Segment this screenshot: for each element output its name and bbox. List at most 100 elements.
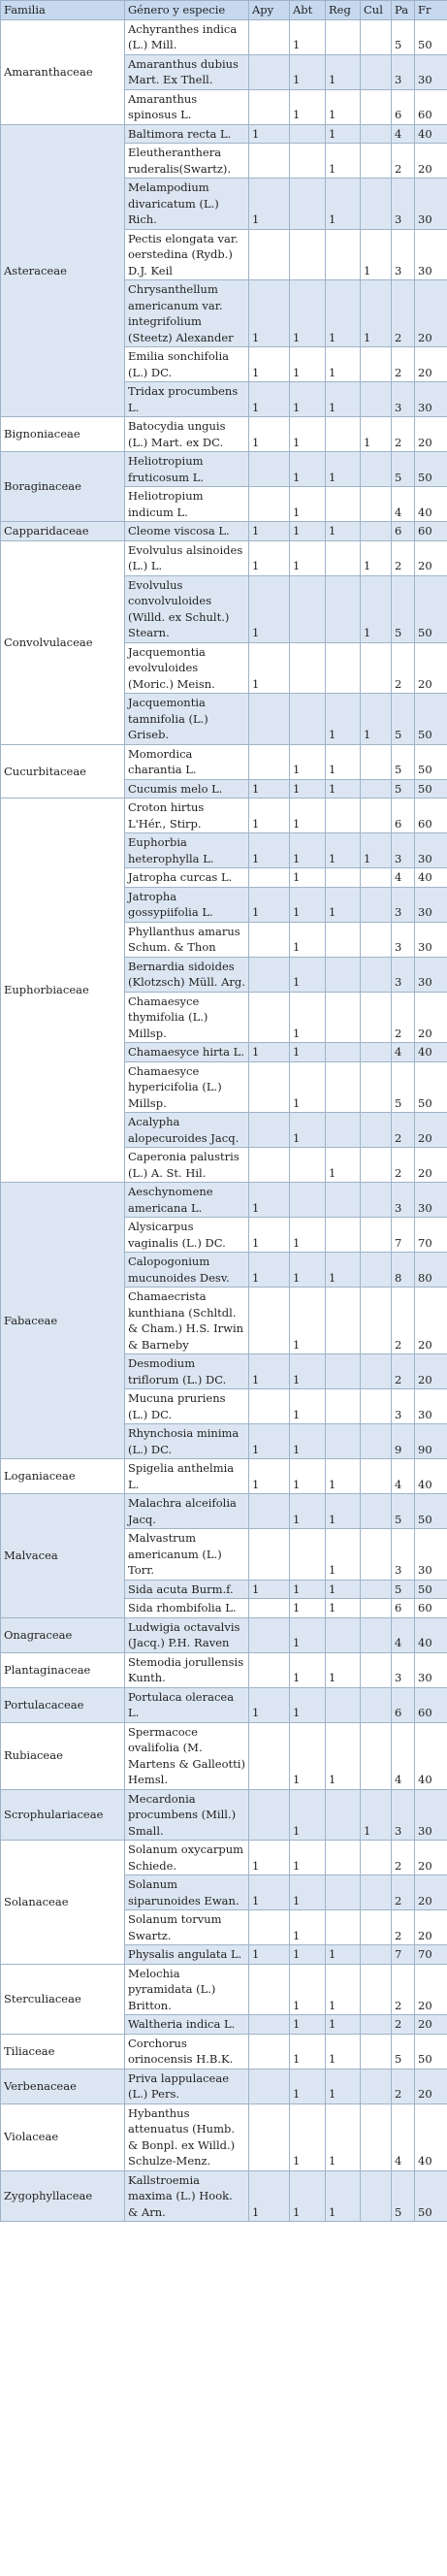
value-cell: 40 [414,1721,447,1790]
family-cell: Bignoniaceae [0,416,125,452]
empty-cell [360,886,392,923]
value-cell: 1 [289,778,326,799]
table-row: Malvacea Malachra alceifolia Jacq. 1 1 5 50 [0,1493,447,1618]
empty-cell [325,1686,361,1723]
species-cell: Spermacoce ovalifolia (M. Martens & Gall… [124,1721,249,1790]
value-cell: 1 [289,18,326,55]
value-cell: 20 [414,2014,447,2035]
value-cell: 2 [391,1909,415,1945]
value-cell: 1 [325,1598,361,1618]
table-row: Solanum torvum Swartz. 1 2 20 [1,1909,447,1945]
family-cell: Scrophulariaceae [0,1788,125,1841]
table-row: Asteraceae Baltimora recta L. 1 1 4 40 [0,123,447,417]
empty-cell [325,1060,361,1113]
value-cell: 1 [325,279,361,347]
species-cell: Calopogonium mucunoides Desv. [124,1252,249,1288]
table-row: Jatropha curcas L. 1 4 40 [1,867,447,888]
table-row: Sida acuta Burm.f. 1 1 1 5 50 [1,1579,447,1599]
empty-cell [325,1287,361,1354]
value-cell: 3 [391,1182,415,1218]
value-cell: 1 [289,1353,326,1389]
empty-cell [325,1616,361,1653]
empty-cell [360,641,392,694]
empty-cell [360,1579,392,1599]
value-cell: 1 [289,1721,326,1790]
empty-cell [248,1147,290,1183]
value-cell: 1 [248,2169,290,2222]
species-cell: Portulaca oleracea L. [124,1686,249,1723]
species-cell: Jacquemontia evolvuloides (Moric.) Meisn… [124,641,249,694]
value-cell: 5 [391,18,415,55]
family-cell: Plantaginaceae [0,1651,125,1688]
table-body: Amaranthaceae Achyranthes indica (L.) Mil… [0,18,447,2222]
empty-cell [325,1112,361,1148]
value-cell: 1 [325,451,361,487]
value-cell: 1 [325,88,361,125]
table-row: Jatropha gossypiifolia L. 1 1 1 3 30 [1,886,447,923]
table-row: Malvastrum americanum (L.) Torr. 1 3 30 [1,1528,447,1581]
value-cell: 1 [248,1579,290,1599]
empty-cell [360,2033,392,2070]
value-cell: 4 [391,2103,415,2171]
value-cell: 3 [391,178,415,230]
species-cell: Cucumis melo L. [124,778,249,799]
table-row: Acalypha alopecuroides Jacq. 1 2 20 [1,1112,447,1148]
table-row: Alysicarpus vaginalis (L.) DC. 1 1 7 70 [1,1217,447,1253]
value-cell: 1 [289,53,326,90]
value-cell: 1 [248,346,290,382]
table-row: Amaranthus dubius Mart. Ex Thell. 1 1 3 30 [1,53,447,90]
value-cell: 4 [391,486,415,522]
empty-cell [360,1353,392,1389]
empty-cell [248,1493,290,1529]
value-cell: 3 [391,956,415,993]
table-row: Amaranthus spinosus L. 1 1 6 60 [1,88,447,125]
value-cell: 1 [289,2103,326,2171]
table-row: Onagraceae Ludwigia octavalvis (Jacq.) P.… [0,1616,447,1653]
empty-cell [325,1875,361,1910]
value-cell: 1 [248,1217,290,1253]
value-cell: 5 [391,1579,415,1599]
table-row: Bernardia sidoides (Klotzsch) Müll. Arg.… [1,956,447,993]
value-cell: 30 [414,832,447,868]
value-cell: 40 [414,123,447,144]
value-cell: 1 [248,178,290,230]
value-cell: 50 [414,2169,447,2222]
empty-cell [360,1458,392,1494]
value-cell: 1 [248,539,290,576]
value-cell: 1 [325,1944,361,1965]
value-cell: 1 [289,279,326,347]
value-cell: 1 [325,693,361,745]
value-cell: 1 [289,88,326,125]
value-cell: 50 [414,1579,447,1599]
value-cell: 1 [325,1458,361,1494]
empty-cell [325,1840,361,1875]
table-row: Capparidaceae Cleome viscosa L. 1 1 1 6 60 [0,521,447,541]
value-cell: 1 [289,1944,326,1965]
value-cell: 3 [391,1788,415,1841]
family-cell: Zygophyllaceae [0,2169,125,2222]
value-cell: 1 [325,53,361,90]
table-row: Chrysanthellum americanum var. integrifo… [1,279,447,347]
family-cell: Tiliaceae [0,2033,125,2070]
value-cell: 30 [414,178,447,230]
empty-cell [360,143,392,179]
value-cell: 50 [414,743,447,780]
empty-cell [360,956,392,993]
empty-cell [248,1060,290,1113]
value-cell: 90 [414,1423,447,1459]
table-row: Verbenaceae Priva lappulaceae (L.) Pers. 1… [0,2068,447,2104]
value-cell: 1 [325,178,361,230]
empty-cell [289,574,326,643]
empty-cell [360,1112,392,1148]
species-cell: Acalypha alopecuroides Jacq. [124,1112,249,1148]
table-row: Tridax procumbens L. 1 1 1 3 30 [1,381,447,417]
value-cell: 60 [414,1598,447,1618]
value-cell: 1 [289,743,326,780]
species-cell: Momordica charantia L. [124,743,249,780]
table-row: Desmodium triflorum (L.) DC. 1 1 2 20 [1,1353,447,1389]
value-cell: 70 [414,1944,447,1965]
species-cell: Mecardonia procumbens (Mill.) Small. [124,1788,249,1841]
value-cell: 20 [414,1875,447,1910]
value-cell: 1 [325,778,361,799]
empty-cell [289,178,326,230]
